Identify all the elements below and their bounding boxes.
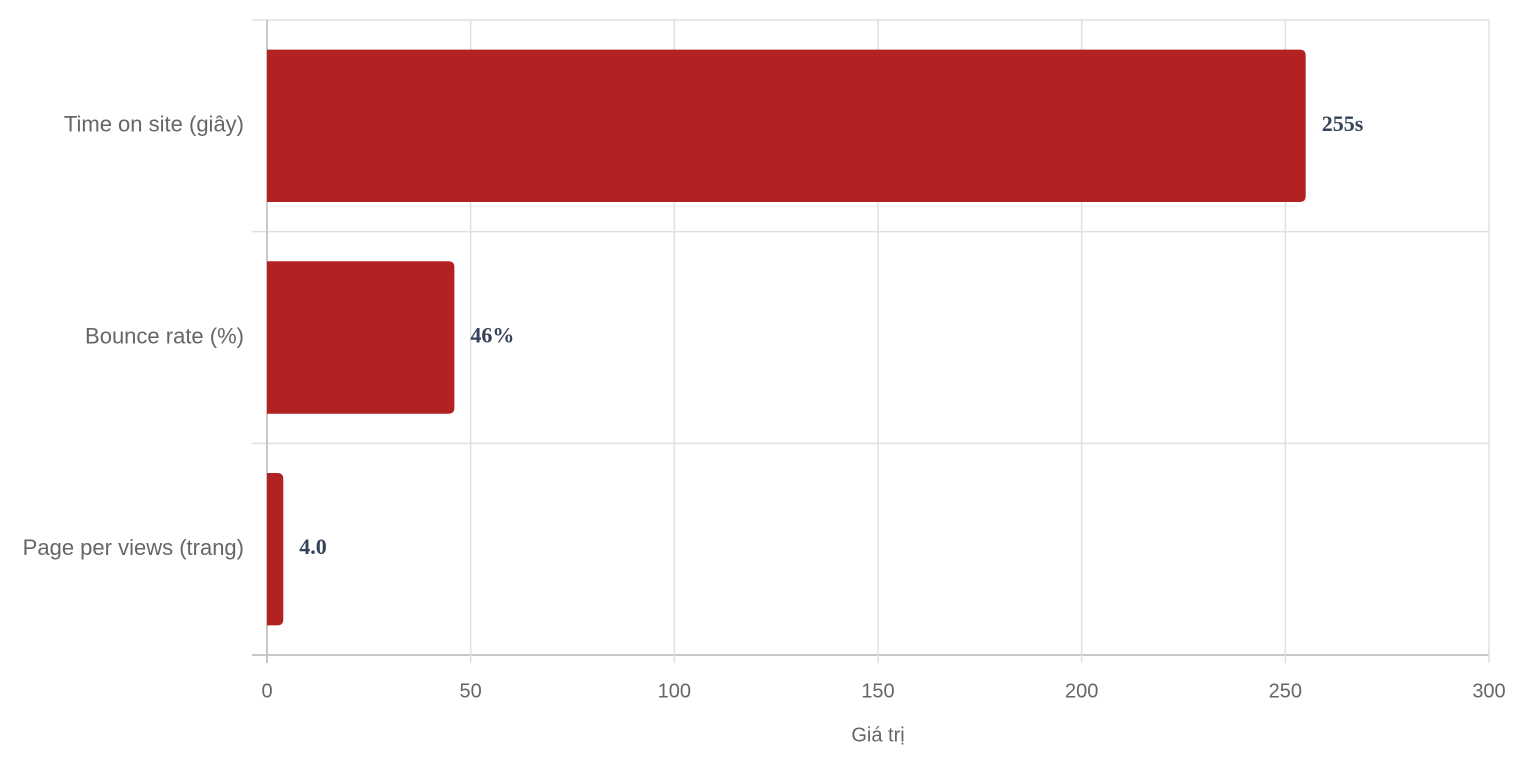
bar <box>267 472 284 626</box>
y-tick-label: Page per views (trang) <box>23 535 244 560</box>
x-tick-label: 250 <box>1269 680 1302 702</box>
x-tick-label: 100 <box>658 680 691 702</box>
x-tick-label: 200 <box>1065 680 1098 702</box>
x-tick-label: 150 <box>861 680 894 702</box>
x-tick-label: 300 <box>1472 680 1505 702</box>
x-axis-label: Giá trị <box>851 724 904 746</box>
y-tick-label: Bounce rate (%) <box>85 323 244 348</box>
bar <box>267 49 1306 203</box>
value-label: 255s <box>1322 111 1364 136</box>
value-label: 4.0 <box>299 534 327 559</box>
y-tick-label: Time on site (giây) <box>64 112 244 137</box>
bar <box>267 261 455 414</box>
x-tick-label: 0 <box>261 680 272 702</box>
value-label: 46% <box>470 323 514 348</box>
x-tick-label: 50 <box>460 680 482 702</box>
